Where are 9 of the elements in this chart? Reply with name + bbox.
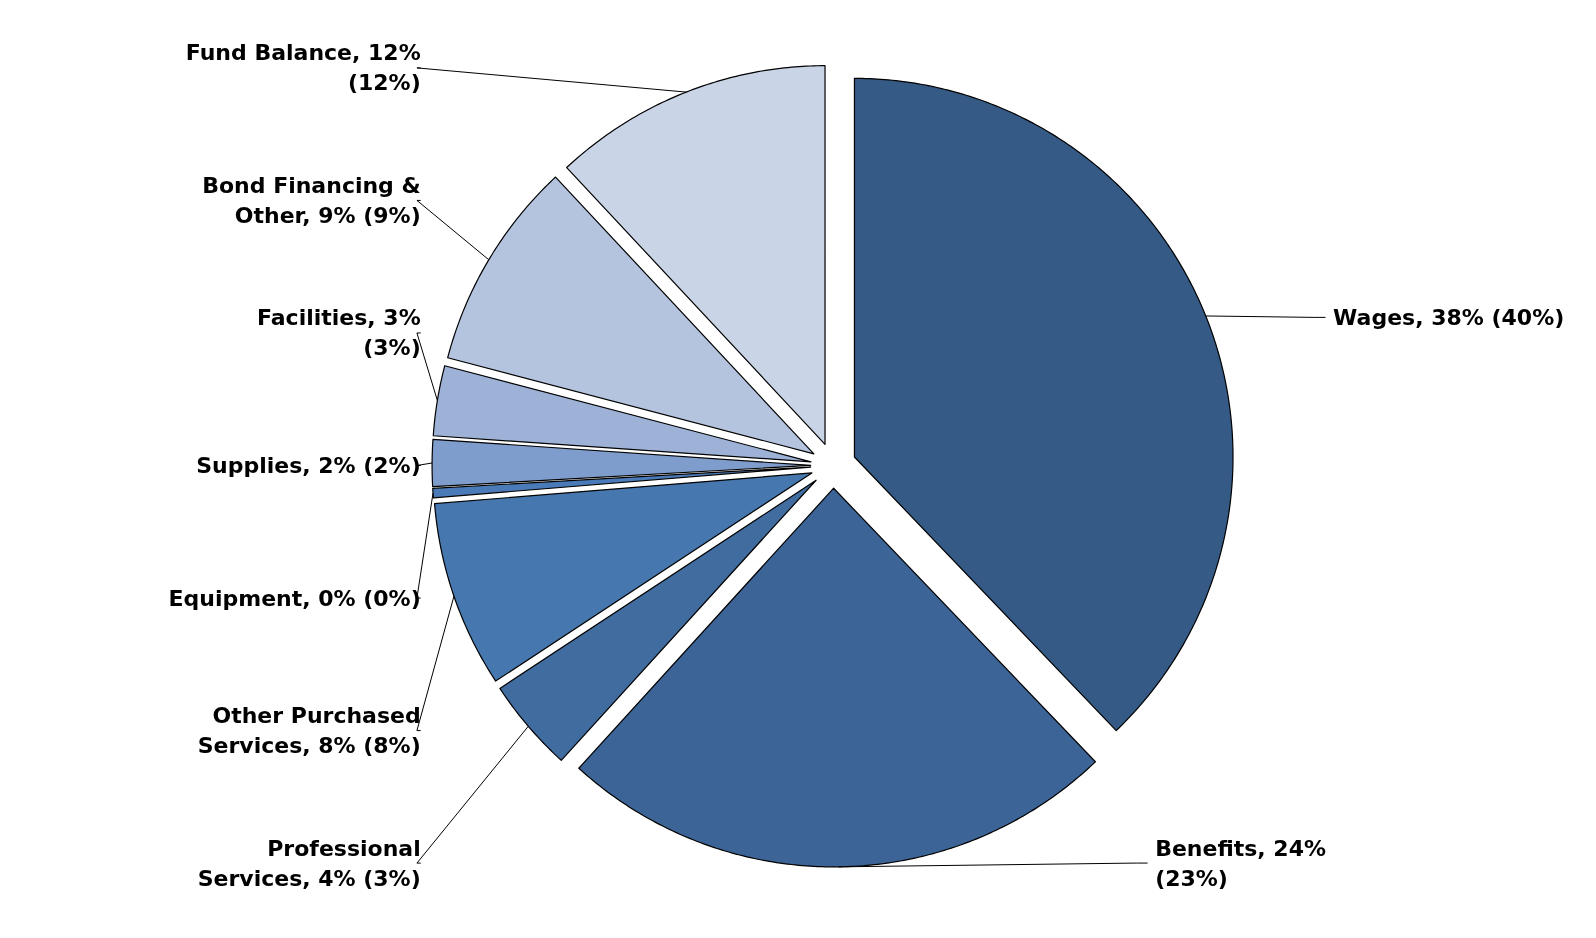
slice-label: Professional Services, 4% (3%) bbox=[197, 835, 421, 891]
slice-label: Facilities, 3% (3%) bbox=[257, 305, 421, 361]
slice-label: Equipment, 0% (0%) bbox=[168, 585, 421, 611]
slice-label: Benefits, 24% (23%) bbox=[1155, 835, 1327, 891]
slice-label: Fund Balance, 12% (12%) bbox=[185, 40, 421, 96]
slice-label: Supplies, 2% (2%) bbox=[196, 453, 421, 478]
slice-label: Other Purchased Services, 8% (8%) bbox=[197, 703, 421, 759]
slice-label: Wages, 38% (40%) bbox=[1333, 304, 1565, 330]
slice-label: Bond Financing & Other, 9% (9%) bbox=[202, 172, 421, 228]
